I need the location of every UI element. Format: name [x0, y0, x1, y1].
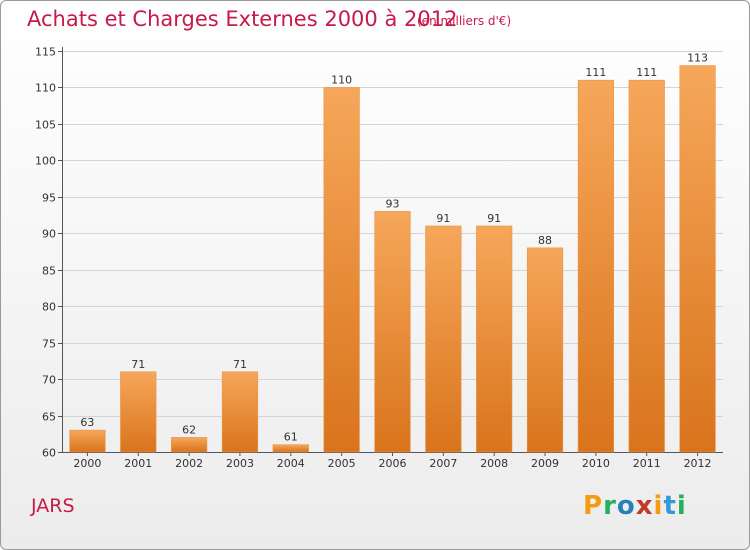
y-tick-label: 80	[42, 301, 56, 314]
bar-2007	[425, 225, 462, 453]
bar-2006	[374, 211, 411, 453]
data-label: 63	[80, 416, 94, 429]
bar-2012	[679, 65, 716, 453]
data-label: 62	[182, 423, 196, 436]
chart-title: Achats et Charges Externes 2000 à 2012	[27, 7, 458, 31]
proxiti-logo[interactable]: Proxiti	[583, 491, 687, 521]
data-label: 113	[687, 52, 708, 65]
x-tick-label: 2007	[429, 457, 457, 470]
data-label: 91	[487, 212, 501, 225]
logo-letter: P	[583, 491, 604, 521]
bar-2001	[120, 371, 157, 453]
x-tick-label: 2010	[582, 457, 610, 470]
x-tick-label: 2011	[633, 457, 661, 470]
data-label: 110	[331, 73, 352, 86]
logo-letter: t	[663, 491, 677, 521]
x-tick-label: 2012	[684, 457, 712, 470]
x-tick-label: 2002	[175, 457, 203, 470]
y-tick-label: 85	[42, 265, 56, 278]
bar-2008	[476, 225, 513, 453]
data-label: 71	[131, 358, 145, 371]
bar-2000	[69, 429, 106, 453]
bar-2010	[577, 79, 614, 453]
labels: 2000 63 2001 71 2002 62 2003 71 2004 61 2005 110 200…	[73, 52, 711, 470]
logo-letter: x	[635, 491, 654, 521]
x-tick-label: 2000	[73, 457, 101, 470]
x-tick-label: 2005	[328, 457, 356, 470]
y-tick-label: 100	[35, 155, 56, 168]
x-tick-label: 2008	[480, 457, 508, 470]
data-label: 71	[233, 358, 247, 371]
y-tick-label: 95	[42, 192, 56, 205]
bar-2011	[628, 79, 665, 453]
y-tick-label: 105	[35, 119, 56, 132]
y-tick-label: 110	[35, 82, 56, 95]
x-tick-label: 2004	[277, 457, 305, 470]
data-label: 111	[636, 66, 657, 79]
y-tick-label: 65	[42, 411, 56, 424]
y-tick-label: 60	[42, 447, 56, 460]
bar-2003	[221, 371, 259, 453]
data-label: 111	[585, 66, 606, 79]
axes: 60 65 70 75 80 85 90 95 100 105 110 115	[35, 46, 723, 460]
bar-2002	[171, 437, 208, 453]
bars	[69, 65, 716, 453]
chart-subtitle: (en milliers d'€)	[417, 14, 512, 28]
x-tick-label: 2003	[226, 457, 254, 470]
x-tick-label: 2009	[531, 457, 559, 470]
bar-2009	[526, 247, 564, 453]
data-label: 88	[538, 234, 552, 247]
logo-letter: i	[653, 491, 664, 521]
y-tick-label: 70	[42, 374, 56, 387]
logo-letter: r	[603, 491, 617, 521]
y-tick-label: 75	[42, 338, 56, 351]
bar-2005	[323, 87, 360, 453]
x-tick-label: 2006	[379, 457, 407, 470]
bar-2004	[272, 444, 309, 453]
commune-name: JARS	[31, 495, 75, 517]
y-tick-label: 90	[42, 228, 56, 241]
y-tick-label: 115	[35, 46, 56, 59]
x-tick-label: 2001	[124, 457, 152, 470]
data-label: 93	[386, 197, 400, 210]
logo-letter: i	[676, 491, 687, 521]
data-label: 91	[436, 212, 450, 225]
logo-letter: o	[616, 491, 636, 521]
data-label: 61	[284, 431, 298, 444]
